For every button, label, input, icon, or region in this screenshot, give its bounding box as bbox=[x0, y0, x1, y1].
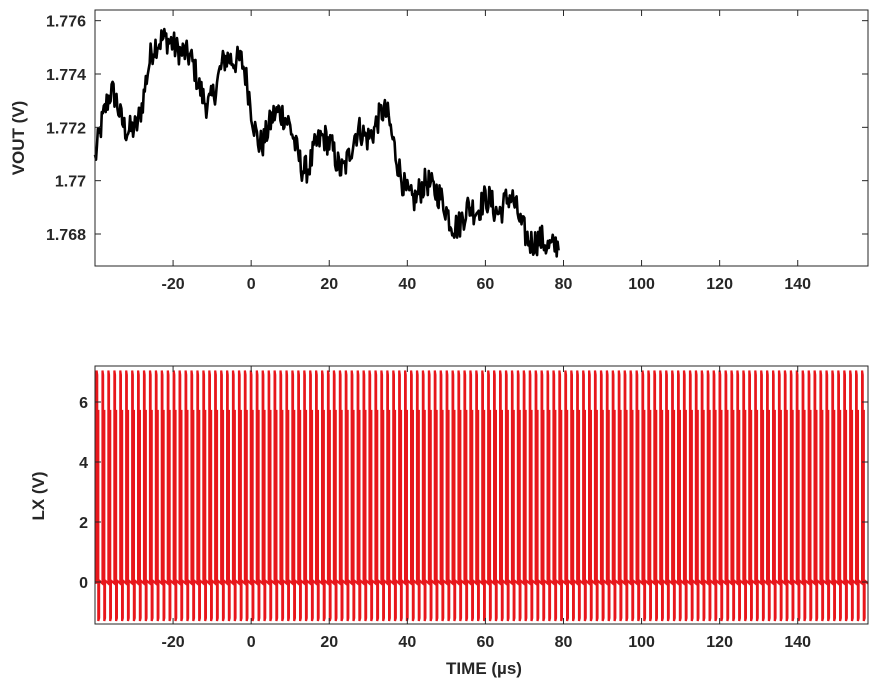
lx-line bbox=[95, 370, 868, 622]
vout-y-tick-label: 1.768 bbox=[46, 227, 86, 244]
vout-line bbox=[93, 27, 560, 258]
lx-x-ticks: -20 0 20 40 60 80 100 120 140 bbox=[162, 366, 811, 651]
vout-x-tick-label: 120 bbox=[706, 276, 733, 293]
lx-y-ticks: 0 2 4 6 bbox=[79, 395, 868, 592]
lx-x-tick-label: 100 bbox=[628, 634, 655, 651]
vout-x-tick-label: 60 bbox=[477, 276, 495, 293]
vout-plot-area bbox=[95, 10, 868, 266]
vout-x-tick-label: -20 bbox=[162, 276, 185, 293]
lx-y-tick-label: 0 bbox=[79, 575, 88, 592]
lx-x-tick-label: 120 bbox=[706, 634, 733, 651]
lx-plot-frame bbox=[94, 365, 869, 625]
vout-x-tick-label: 140 bbox=[784, 276, 811, 293]
vout-series bbox=[93, 27, 560, 258]
vout-plot-frame bbox=[94, 9, 869, 267]
lx-x-tick-label: 0 bbox=[247, 634, 256, 651]
vout-x-tick-label: 0 bbox=[247, 276, 256, 293]
vout-x-tick-label: 20 bbox=[320, 276, 338, 293]
lx-series bbox=[95, 370, 868, 622]
lx-y-tick-label: 4 bbox=[79, 455, 88, 472]
lx-x-tick-label: 40 bbox=[398, 634, 416, 651]
lx-x-tick-label: -20 bbox=[162, 634, 185, 651]
vout-y-tick-label: 1.77 bbox=[55, 174, 86, 191]
lx-y-tick-label: 2 bbox=[79, 515, 88, 532]
lx-x-tick-label: 20 bbox=[320, 634, 338, 651]
lx-x-tick-label: 140 bbox=[784, 634, 811, 651]
vout-plot: -20 0 20 40 60 80 100 120 140 1.768 1.77 1.772 1.77… bbox=[9, 9, 869, 293]
lx-x-tick-label: 80 bbox=[555, 634, 573, 651]
lx-x-tick-label: 60 bbox=[477, 634, 495, 651]
vout-x-tick-label: 40 bbox=[398, 276, 416, 293]
lx-y-axis-label: LX (V) bbox=[29, 471, 48, 520]
lx-y-tick-label: 6 bbox=[79, 395, 88, 412]
vout-y-tick-label: 1.774 bbox=[46, 67, 86, 84]
vout-x-tick-label: 100 bbox=[628, 276, 655, 293]
vout-y-axis-label: VOUT (V) bbox=[9, 101, 28, 176]
x-axis-label: TIME (µs) bbox=[446, 659, 522, 678]
vout-x-ticks: -20 0 20 40 60 80 100 120 140 bbox=[162, 10, 811, 293]
vout-y-tick-label: 1.772 bbox=[46, 120, 86, 137]
vout-y-tick-label: 1.776 bbox=[46, 14, 86, 31]
lx-plot: -20 0 20 40 60 80 100 120 140 0 2 4 6 LX (V) TIME (… bbox=[29, 365, 869, 678]
vout-x-tick-label: 80 bbox=[555, 276, 573, 293]
vout-y-ticks: 1.768 1.77 1.772 1.774 1.776 bbox=[46, 14, 868, 244]
